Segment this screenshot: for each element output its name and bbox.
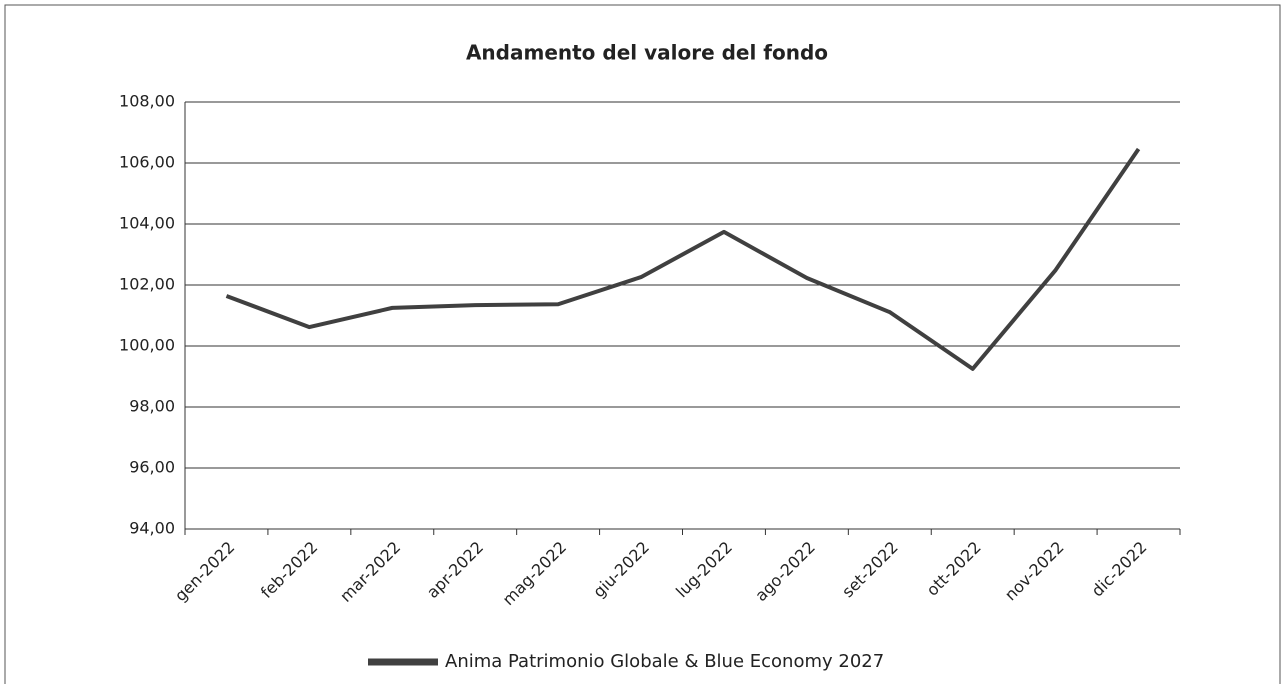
y-tick-label: 108,00: [119, 92, 175, 111]
y-tick-label: 102,00: [119, 275, 175, 294]
y-tick-label: 94,00: [129, 519, 175, 538]
x-tick-label: dic-2022: [1088, 538, 1151, 601]
x-tick-label: nov-2022: [1001, 538, 1068, 605]
x-tick-label: ott-2022: [923, 538, 985, 600]
legend-label: Anima Patrimonio Globale & Blue Economy …: [445, 651, 884, 672]
y-tick-label: 106,00: [119, 153, 175, 172]
line-series: [225, 147, 1141, 371]
y-tick-label: 96,00: [129, 458, 175, 477]
chart-title: Andamento del valore del fondo: [466, 41, 828, 65]
y-tick-label: 104,00: [119, 214, 175, 233]
x-tick-label: mag-2022: [499, 538, 570, 609]
x-tick-label: feb-2022: [257, 538, 321, 602]
y-tick-label: 98,00: [129, 397, 175, 416]
x-tick-label: lug-2022: [672, 538, 736, 602]
y-tick-label: 100,00: [119, 336, 175, 355]
x-tick-label: apr-2022: [423, 538, 487, 602]
x-tick-label: mar-2022: [336, 538, 404, 606]
x-tick-label: set-2022: [838, 538, 902, 602]
frame: [4, 4, 1281, 684]
x-tick-label: ago-2022: [751, 538, 819, 606]
x-tick-label: gen-2022: [171, 538, 239, 606]
x-tick-label: giu-2022: [589, 538, 653, 602]
